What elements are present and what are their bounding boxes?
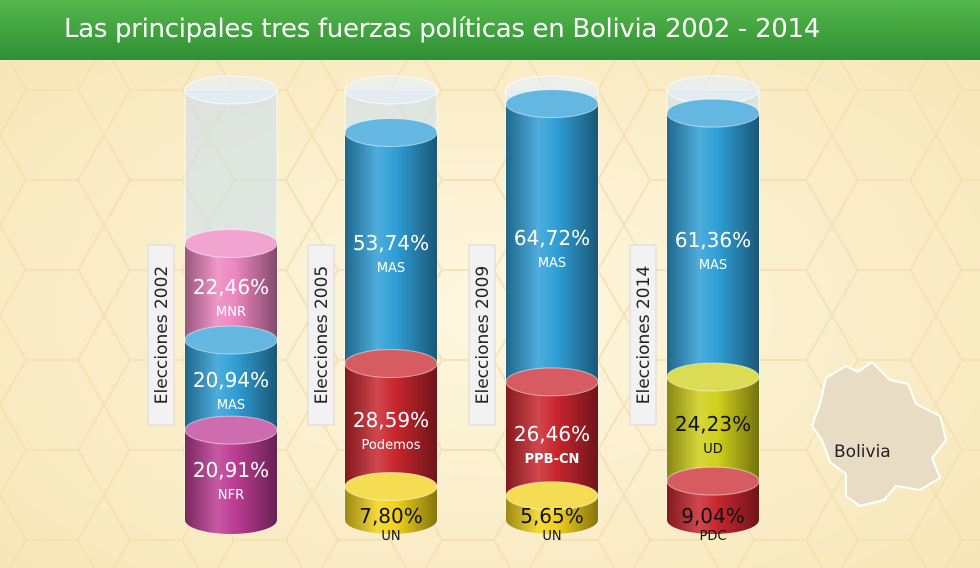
segment-podemos-top bbox=[344, 349, 438, 379]
bolivia-map-shape bbox=[810, 360, 948, 508]
year-label-panel bbox=[629, 244, 657, 426]
segment-mnr-body bbox=[185, 243, 277, 355]
segment-ppb-cn-body bbox=[506, 381, 598, 510]
value-label: 64,72% bbox=[514, 226, 590, 250]
segment-nfr-body bbox=[185, 430, 277, 534]
segment-podemos-body bbox=[345, 363, 437, 501]
segment-ud-body bbox=[667, 376, 759, 496]
segment-mas-body bbox=[667, 113, 759, 391]
glass-tube-top bbox=[184, 75, 278, 105]
party-label: MAS bbox=[699, 258, 727, 273]
year-label: Elecciones 2002 bbox=[152, 266, 172, 405]
value-label: 28,59% bbox=[353, 408, 429, 432]
year-label-panel bbox=[468, 244, 496, 426]
segment-nfr-top bbox=[184, 415, 278, 445]
segment-mas-top bbox=[184, 325, 278, 355]
value-label: 7,80% bbox=[359, 504, 423, 528]
party-label: UD bbox=[703, 442, 723, 457]
segment-mas-top bbox=[344, 117, 438, 147]
party-label: PPB-CN bbox=[525, 452, 580, 467]
year-label: Elecciones 2009 bbox=[473, 266, 493, 405]
party-label: MNR bbox=[216, 305, 246, 320]
value-label: 22,46% bbox=[193, 275, 269, 299]
segment-ppb-cn-top bbox=[505, 367, 599, 397]
glass-tube-top bbox=[344, 75, 438, 105]
party-label: MAS bbox=[217, 398, 245, 413]
year-label-panel bbox=[147, 244, 175, 426]
column-4: Elecciones 2014 9,04%PDC 24,23% UD 61,36% MAS bbox=[629, 75, 760, 544]
year-label-panel bbox=[307, 244, 335, 426]
value-label: 20,94% bbox=[193, 368, 269, 392]
column-3: Elecciones 2009 5,65%UN 26,46% PPB-CN 64,72%… bbox=[468, 75, 599, 544]
bolivia-map bbox=[810, 360, 948, 508]
map-label: Bolivia bbox=[834, 442, 891, 462]
segment-un-top bbox=[344, 471, 438, 501]
party-label: PDC bbox=[700, 529, 727, 544]
value-label: 20,91% bbox=[193, 458, 269, 482]
value-label: 53,74% bbox=[353, 231, 429, 255]
year-label: Elecciones 2014 bbox=[634, 266, 654, 405]
value-label: 24,23% bbox=[675, 412, 751, 436]
party-label: MAS bbox=[377, 261, 405, 276]
segment-ud-top bbox=[666, 362, 760, 392]
segment-mas-top bbox=[505, 89, 599, 119]
party-label: NFR bbox=[218, 488, 244, 503]
segment-un-top bbox=[505, 481, 599, 511]
year-label: Elecciones 2005 bbox=[312, 266, 332, 405]
segment-mas-body bbox=[506, 103, 598, 396]
segment-mas-body bbox=[345, 132, 437, 378]
value-label: 9,04% bbox=[681, 504, 745, 528]
column-2: Elecciones 2005 7,80%UN 28,59% Podemos 53,74… bbox=[307, 75, 438, 544]
value-label: 61,36% bbox=[675, 228, 751, 252]
value-label: 5,65% bbox=[520, 504, 584, 528]
segment-mnr-top bbox=[184, 228, 278, 258]
segment-pdc-top bbox=[666, 466, 760, 496]
value-label: 26,46% bbox=[514, 422, 590, 446]
party-label: Podemos bbox=[362, 438, 421, 453]
party-label: UN bbox=[381, 529, 400, 544]
chart-title: Las principales tres fuerzas políticas e… bbox=[64, 14, 820, 44]
segment-pdc-body bbox=[667, 481, 759, 534]
column-1: Elecciones 2002 20,91% NFR 20,94% MAS 22,46% M… bbox=[147, 75, 278, 535]
party-label: MAS bbox=[538, 256, 566, 271]
title-bar: Las principales tres fuerzas políticas e… bbox=[0, 0, 980, 60]
party-label: UN bbox=[542, 529, 561, 544]
segment-mas-top bbox=[666, 98, 760, 128]
